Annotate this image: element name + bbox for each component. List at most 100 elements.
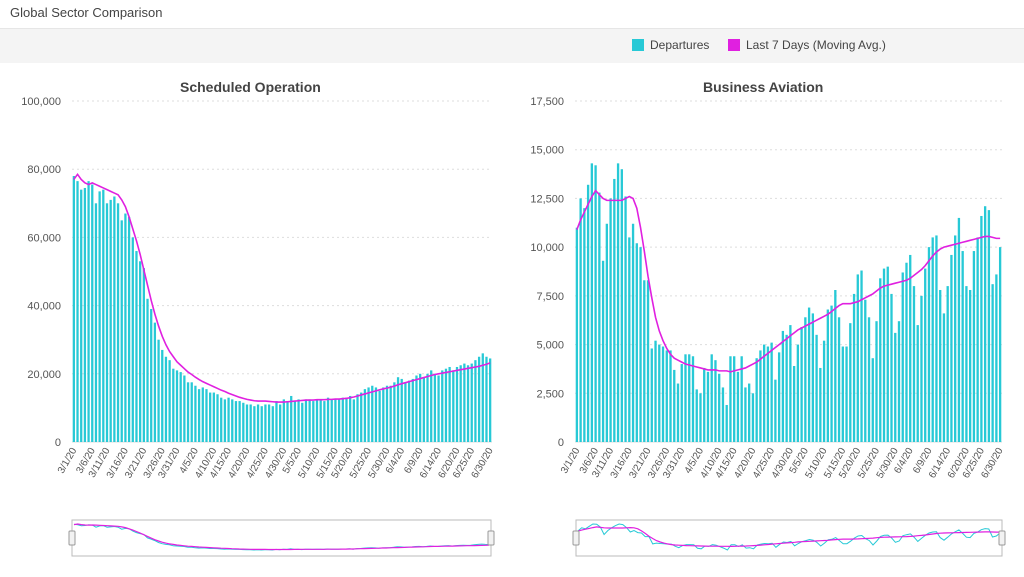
departures-bar[interactable] [894, 332, 897, 442]
departures-bar[interactable] [635, 243, 638, 442]
departures-bar[interactable] [463, 363, 466, 442]
departures-bar[interactable] [312, 401, 315, 442]
departures-bar[interactable] [290, 395, 293, 442]
departures-bar[interactable] [150, 309, 153, 442]
departures-bar[interactable] [991, 284, 994, 442]
departures-bar[interactable] [441, 370, 444, 442]
departures-bar[interactable] [815, 334, 818, 442]
departures-bar[interactable] [371, 385, 374, 442]
departures-bar[interactable] [792, 366, 796, 442]
departures-bar[interactable] [127, 216, 131, 442]
departures-bar[interactable] [98, 191, 101, 442]
departures-bar[interactable] [766, 346, 770, 442]
departures-bar[interactable] [860, 270, 863, 442]
departures-bar[interactable] [864, 299, 867, 442]
departures-bar[interactable] [796, 344, 800, 442]
departures-bar[interactable] [404, 382, 407, 442]
departures-bar[interactable] [961, 251, 964, 442]
departures-bar[interactable] [946, 286, 949, 442]
departures-bar[interactable] [834, 290, 837, 442]
departures-bar[interactable] [249, 404, 252, 442]
departures-bar[interactable] [688, 354, 691, 442]
departures-bar[interactable] [774, 379, 777, 442]
departures-bar[interactable] [586, 184, 590, 443]
departures-bar[interactable] [197, 389, 201, 442]
departures-bar[interactable] [736, 371, 740, 442]
departures-bar[interactable] [275, 401, 278, 442]
departures-bar[interactable] [245, 404, 249, 442]
departures-bar[interactable] [382, 387, 385, 442]
departures-bar[interactable] [142, 268, 145, 442]
navigator-business[interactable] [572, 519, 1006, 557]
departures-bar[interactable] [714, 360, 717, 442]
departures-bar[interactable] [146, 298, 149, 442]
departures-bar[interactable] [995, 274, 998, 442]
departures-bar[interactable] [474, 360, 477, 442]
departures-bar[interactable] [105, 203, 109, 442]
departures-bar[interactable] [179, 372, 182, 442]
departures-bar[interactable] [631, 223, 635, 442]
departures-bar[interactable] [209, 392, 212, 442]
departures-bar[interactable] [205, 389, 208, 442]
departures-bar[interactable] [998, 247, 1002, 442]
departures-bar[interactable] [935, 235, 938, 442]
departures-bar[interactable] [939, 290, 942, 442]
departures-bar[interactable] [212, 392, 215, 442]
departures-bar[interactable] [601, 260, 605, 442]
departures-bar[interactable] [965, 286, 968, 442]
departures-bar[interactable] [452, 370, 455, 442]
departures-bar[interactable] [811, 313, 815, 442]
departures-bar[interactable] [220, 397, 223, 442]
departures-bar[interactable] [419, 373, 422, 442]
departures-bar[interactable] [234, 401, 238, 442]
departures-bar[interactable] [323, 401, 326, 442]
departures-bar[interactable] [916, 325, 919, 442]
departures-bar[interactable] [396, 377, 400, 442]
departures-bar[interactable] [733, 356, 736, 442]
departures-bar[interactable] [740, 356, 743, 442]
departures-bar[interactable] [253, 406, 256, 442]
departures-bar[interactable] [116, 203, 120, 442]
departures-bar[interactable] [822, 340, 826, 442]
departures-bar[interactable] [849, 323, 852, 442]
departures-bar[interactable] [942, 313, 946, 442]
departures-bar[interactable] [924, 268, 927, 442]
departures-bar[interactable] [706, 371, 710, 442]
departures-bar[interactable] [658, 344, 661, 442]
departures-bar[interactable] [349, 395, 352, 442]
departures-bar[interactable] [901, 272, 904, 442]
departures-bar[interactable] [489, 358, 492, 442]
departures-bar[interactable] [485, 356, 488, 442]
departures-bar[interactable] [856, 274, 859, 442]
navigator-frame[interactable] [71, 519, 492, 557]
departures-bar[interactable] [807, 307, 811, 442]
departures-bar[interactable] [470, 363, 473, 442]
departures-bar[interactable] [172, 368, 175, 442]
departures-bar[interactable] [363, 389, 367, 442]
departures-bar[interactable] [867, 317, 871, 442]
departures-bar[interactable] [260, 406, 263, 442]
departures-bar[interactable] [718, 373, 721, 442]
departures-bar[interactable] [407, 380, 411, 442]
departures-bar[interactable] [762, 344, 766, 442]
departures-bar[interactable] [770, 342, 773, 442]
departures-bar[interactable] [759, 350, 762, 442]
departures-bar[interactable] [459, 365, 462, 442]
departures-bar[interactable] [725, 404, 728, 442]
departures-bar[interactable] [481, 353, 484, 442]
moving-avg-line[interactable] [576, 189, 1001, 373]
departures-bar[interactable] [830, 305, 833, 442]
departures-bar[interactable] [976, 237, 979, 442]
departures-bar[interactable] [157, 339, 160, 442]
departures-bar[interactable] [175, 370, 179, 442]
departures-bar[interactable] [135, 251, 138, 442]
departures-bar[interactable] [378, 390, 381, 442]
departures-bar[interactable] [102, 189, 105, 442]
departures-bar[interactable] [374, 387, 378, 442]
departures-bar[interactable] [905, 262, 908, 442]
departures-bar[interactable] [927, 247, 931, 442]
departures-bar[interactable] [330, 399, 333, 443]
departures-bar[interactable] [628, 237, 631, 442]
navigator-left-handle[interactable] [68, 530, 76, 546]
departures-bar[interactable] [744, 387, 747, 442]
